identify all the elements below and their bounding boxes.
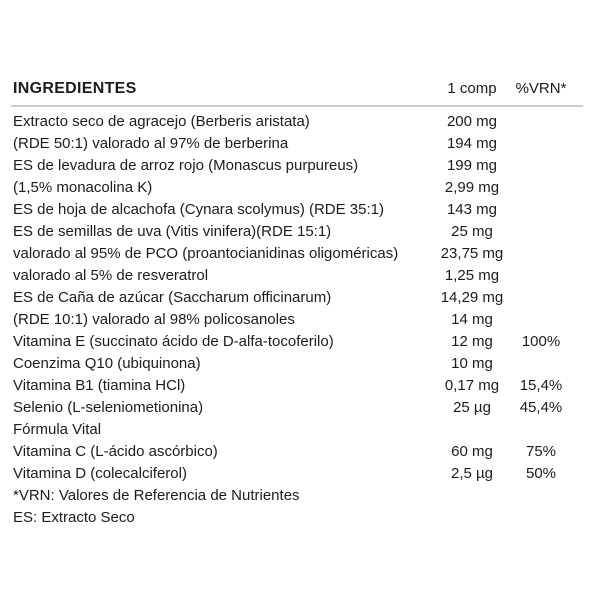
ingredient-label: Vitamina C (L-ácido ascórbico) <box>13 443 218 460</box>
table-row: valorado al 95% de PCO (proantocianidina… <box>13 243 583 265</box>
ingredient-rows: Extracto seco de agracejo (Berberis aris… <box>13 111 583 485</box>
header-divider <box>11 105 583 107</box>
ingredient-label: Vitamina B1 (tiamina HCl) <box>13 377 186 394</box>
amount-value: 25 mg <box>451 223 493 240</box>
vrn-value: 75% <box>525 443 557 460</box>
ingredient-label: (RDE 10:1) valorado al 98% policosanoles <box>13 311 295 328</box>
amount-value: 199 mg <box>446 157 498 174</box>
amount-value: 194 mg <box>446 135 498 152</box>
amount-value: 200 mg <box>446 113 498 130</box>
table-row: ES de semillas de uva (Vitis vinifera)(R… <box>13 221 583 243</box>
vrn-value: 50% <box>525 465 557 482</box>
amount-value: 2,5 µg <box>450 465 493 482</box>
table-row: Fórmula Vital <box>13 419 583 441</box>
amount-value: 1,25 mg <box>444 267 500 284</box>
amount-value <box>435 419 509 441</box>
vrn-value <box>509 353 573 375</box>
table-row: Extracto seco de agracejo (Berberis aris… <box>13 111 583 133</box>
ingredient-label: ES de Caña de azúcar (Saccharum officina… <box>13 289 332 306</box>
amount-value: 14 mg <box>451 311 493 328</box>
ingredient-label: ES de semillas de uva (Vitis vinifera)(R… <box>13 223 332 240</box>
table-row: Vitamina D (colecalciferol) 2,5 µg 50% <box>13 463 583 485</box>
table-row: valorado al 5% de resveratrol 1,25 mg <box>13 265 583 287</box>
table-row: Vitamina B1 (tiamina HCl) 0,17 mg 15,4% <box>13 375 583 397</box>
ingredient-label: valorado al 95% de PCO (proantocianidina… <box>13 245 399 262</box>
ingredient-label: Fórmula Vital <box>13 421 102 438</box>
vrn-value <box>509 221 573 243</box>
vrn-value <box>509 287 573 309</box>
ingredient-label: Extracto seco de agracejo (Berberis aris… <box>13 113 310 130</box>
vrn-value <box>509 243 573 265</box>
vrn-value <box>509 265 573 287</box>
ingredient-label: valorado al 5% de resveratrol <box>13 267 209 284</box>
table-header: INGREDIENTES 1 comp %VRN* <box>13 79 583 98</box>
amount-value: 14,29 mg <box>440 289 504 306</box>
vrn-value: 100% <box>521 333 561 350</box>
amount-value: 10 mg <box>451 355 493 372</box>
table-row: (RDE 50:1) valorado al 97% de berberina … <box>13 133 583 155</box>
table-row: Coenzima Q10 (ubiquinona) 10 mg <box>13 353 583 375</box>
column-header-vrn: %VRN* <box>515 80 567 97</box>
ingredient-label: Selenio (L-seleniometionina) <box>13 399 204 416</box>
table-row: Selenio (L-seleniometionina) 25 µg 45,4% <box>13 397 583 419</box>
amount-value: 12 mg <box>451 333 493 350</box>
ingredient-label: (1,5% monacolina K) <box>13 179 153 196</box>
ingredient-label: ES de hoja de alcachofa (Cynara scolymus… <box>13 201 385 218</box>
footnote-vrn: *VRN: Valores de Referencia de Nutriente… <box>13 487 300 504</box>
amount-value: 143 mg <box>446 201 498 218</box>
table-title: INGREDIENTES <box>13 80 137 97</box>
ingredient-label: ES de levadura de arroz rojo (Monascus p… <box>13 157 359 174</box>
vrn-value: 45,4% <box>519 399 563 416</box>
vrn-value <box>509 177 573 199</box>
table-row: Vitamina E (succinato ácido de D-alfa-to… <box>13 331 583 353</box>
vrn-value <box>509 309 573 331</box>
vrn-value <box>509 419 573 441</box>
ingredient-label: Vitamina D (colecalciferol) <box>13 465 187 482</box>
vrn-value: 15,4% <box>519 377 563 394</box>
vrn-value <box>509 133 573 155</box>
column-header-amount: 1 comp <box>447 80 497 97</box>
table-row: ES de Caña de azúcar (Saccharum officina… <box>13 287 583 309</box>
amount-value: 23,75 mg <box>440 245 504 262</box>
table-row: Vitamina C (L-ácido ascórbico) 60 mg 75% <box>13 441 583 463</box>
amount-value: 2,99 mg <box>444 179 500 196</box>
table-row: ES de levadura de arroz rojo (Monascus p… <box>13 155 583 177</box>
ingredient-label: (RDE 50:1) valorado al 97% de berberina <box>13 135 289 152</box>
amount-value: 60 mg <box>451 443 493 460</box>
ingredient-label: Coenzima Q10 (ubiquinona) <box>13 355 201 372</box>
vrn-value <box>509 155 573 177</box>
footnotes: *VRN: Valores de Referencia de Nutriente… <box>13 485 583 529</box>
table-row: ES de hoja de alcachofa (Cynara scolymus… <box>13 199 583 221</box>
amount-value: 25 µg <box>453 399 491 416</box>
ingredient-label: Vitamina E (succinato ácido de D-alfa-to… <box>13 333 334 350</box>
amount-value: 0,17 mg <box>444 377 500 394</box>
table-row: (RDE 10:1) valorado al 98% policosanoles… <box>13 309 583 331</box>
footnote-es: ES: Extracto Seco <box>13 509 135 526</box>
vrn-value <box>509 199 573 221</box>
table-row: (1,5% monacolina K) 2,99 mg <box>13 177 583 199</box>
vrn-value <box>509 111 573 133</box>
